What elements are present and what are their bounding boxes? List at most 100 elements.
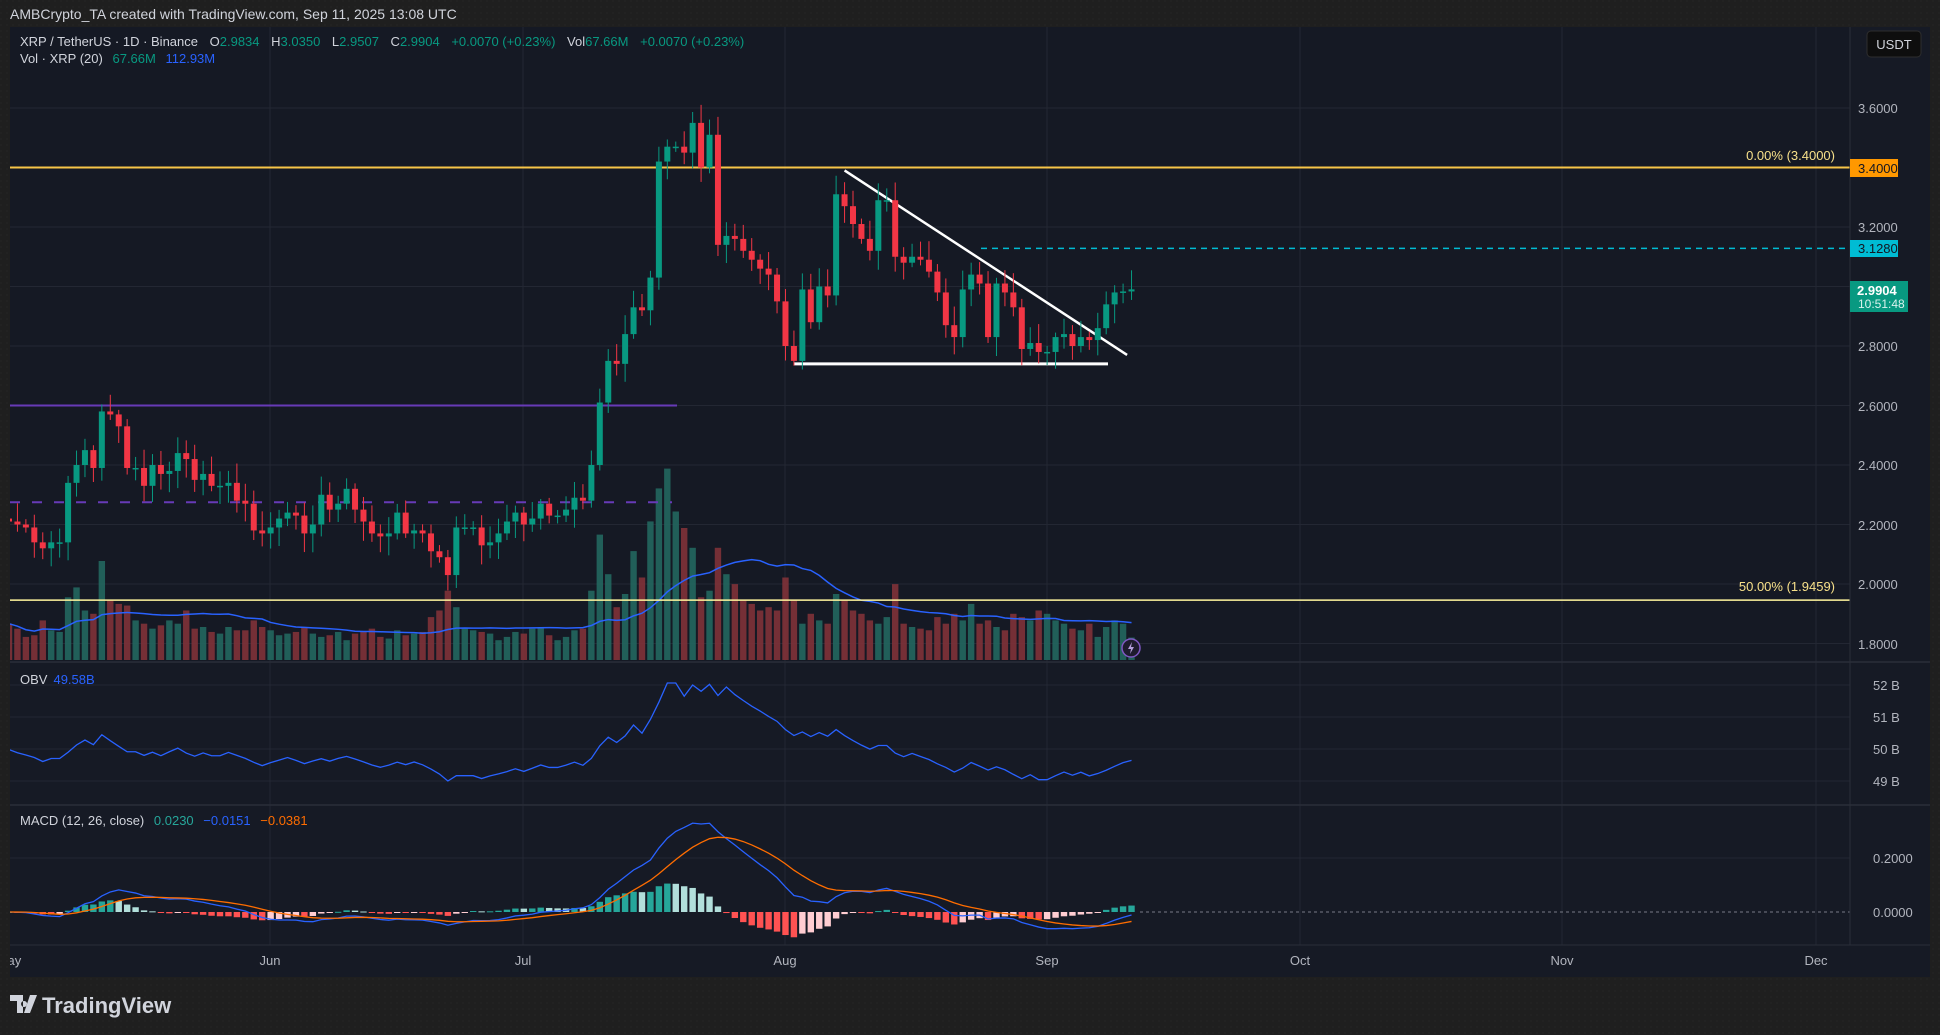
price-tick: 2.6000 bbox=[1858, 399, 1898, 414]
candle-body bbox=[284, 512, 291, 519]
volume-bar bbox=[377, 636, 384, 660]
candle-body bbox=[546, 503, 553, 516]
symbol-label[interactable]: XRP / TetherUS · 1D · Binance bbox=[20, 34, 198, 49]
macd-histogram-bar bbox=[790, 912, 798, 938]
obv-axis[interactable]: 52 B 51 B 50 B 49 B bbox=[1873, 678, 1900, 789]
volume-bar bbox=[301, 627, 308, 660]
candle-body bbox=[352, 488, 359, 510]
macd-histogram-bar bbox=[655, 886, 663, 912]
volume-bar bbox=[368, 628, 376, 660]
volume-bar bbox=[284, 633, 291, 660]
macd-histogram-bar bbox=[638, 892, 646, 912]
obv-series bbox=[10, 682, 1132, 782]
candle-body bbox=[807, 289, 814, 323]
candle-body bbox=[740, 238, 747, 251]
volume-bar bbox=[723, 574, 730, 660]
macd-histogram-bar bbox=[427, 912, 435, 914]
time-axis[interactable]: May Jun Jul Aug Sep Oct Nov Dec bbox=[0, 953, 1828, 968]
macd-histogram-bar bbox=[824, 912, 831, 927]
candle-body bbox=[790, 346, 797, 361]
volume-bar bbox=[706, 590, 713, 660]
macd-histogram-bar bbox=[697, 893, 705, 912]
svg-text:USDT[interactable]: USDT bbox=[1876, 37, 1911, 52]
volume-bar bbox=[748, 603, 755, 660]
macd-histogram-bar bbox=[672, 883, 679, 912]
candle-body bbox=[73, 465, 80, 483]
candle-body bbox=[360, 509, 367, 522]
volume-bar bbox=[1010, 613, 1017, 660]
volume-bar bbox=[545, 635, 553, 660]
currency-button[interactable]: USDT bbox=[1866, 30, 1922, 58]
volume-bar bbox=[917, 628, 924, 660]
volume-bar bbox=[824, 623, 831, 660]
macd-histogram-bar bbox=[934, 912, 941, 920]
macd-histogram-bar bbox=[309, 912, 317, 916]
volume-bar bbox=[993, 627, 1000, 660]
lightning-icon[interactable] bbox=[1121, 638, 1141, 658]
volume-bar bbox=[385, 638, 392, 660]
macd-histogram-bar bbox=[689, 887, 696, 912]
volume-bar bbox=[562, 636, 570, 660]
macd-histogram-bar bbox=[56, 912, 63, 915]
volume-bar bbox=[81, 610, 89, 660]
macd-histogram-bar bbox=[470, 911, 477, 913]
candle-body bbox=[605, 360, 612, 403]
macd-histogram-bar bbox=[849, 912, 857, 913]
candle-body bbox=[318, 494, 325, 525]
volume-bar bbox=[292, 631, 300, 660]
macd-histogram-bar bbox=[368, 912, 376, 913]
price-tick: 3.6000 bbox=[1858, 101, 1898, 116]
volume-bar bbox=[529, 628, 536, 660]
tradingview-logo[interactable]: TradingView bbox=[10, 993, 172, 1018]
candle-body bbox=[141, 467, 148, 486]
volume-bar bbox=[740, 600, 747, 660]
macd-axis[interactable]: 0.2000 0.0000 bbox=[1873, 851, 1913, 920]
attribution: AMBCrypto_TA created with TradingView.co… bbox=[10, 6, 457, 22]
open-value: 2.9834 bbox=[220, 34, 260, 49]
fib-0-label: 0.00% (3.4000) bbox=[1746, 148, 1835, 163]
macd-histogram-bar bbox=[664, 883, 671, 912]
macd-histogram-bar bbox=[740, 912, 747, 923]
price-axis[interactable]: 3.6000 3.2000 2.8000 2.6000 2.4000 2.200… bbox=[1850, 101, 1908, 652]
macd-histogram-bar bbox=[545, 907, 553, 912]
close-value: 2.9904 bbox=[400, 34, 440, 49]
price-pane[interactable] bbox=[10, 27, 1850, 662]
volume-bar bbox=[681, 528, 688, 660]
candle-body bbox=[81, 450, 88, 465]
volume-bar bbox=[1001, 630, 1009, 660]
candle-body bbox=[723, 235, 730, 245]
candle-body bbox=[909, 256, 916, 263]
candle-body bbox=[90, 450, 97, 468]
macd-histogram-bar bbox=[1052, 912, 1059, 918]
macd-histogram-bar bbox=[301, 912, 308, 917]
macd-histogram-bar bbox=[402, 912, 409, 913]
candle-body bbox=[124, 426, 131, 468]
volume-bar bbox=[858, 613, 865, 660]
svg-text:TradingView: TradingView bbox=[42, 993, 172, 1018]
macd-histogram-bar bbox=[714, 906, 722, 912]
candle-body bbox=[65, 482, 72, 543]
candle-body bbox=[1069, 334, 1076, 346]
candle-body bbox=[512, 512, 519, 522]
candle-body bbox=[301, 515, 308, 534]
volume-bar bbox=[782, 577, 789, 660]
time-label: Dec bbox=[1804, 953, 1828, 968]
candle-body bbox=[1061, 334, 1067, 338]
candle-body bbox=[976, 274, 983, 284]
macd-histogram-bar bbox=[529, 908, 536, 912]
macd-histogram-bar bbox=[1060, 912, 1068, 917]
candle-body bbox=[1010, 292, 1017, 308]
volume-bar bbox=[773, 610, 781, 660]
volume-bar bbox=[444, 590, 452, 660]
macd-histogram-bar bbox=[275, 912, 283, 919]
volume-bar bbox=[199, 627, 207, 660]
legend-macd: MACD (12, 26, close) 0.0230 −0.0151 −0.0… bbox=[20, 813, 308, 828]
macd-line bbox=[10, 822, 1132, 930]
obv-tick: 49 B bbox=[1873, 774, 1900, 789]
volume-bar bbox=[942, 623, 950, 660]
candle-body bbox=[714, 134, 721, 245]
volume-bar bbox=[1027, 620, 1034, 660]
volume-bar bbox=[419, 631, 426, 660]
candle-body bbox=[875, 200, 882, 251]
